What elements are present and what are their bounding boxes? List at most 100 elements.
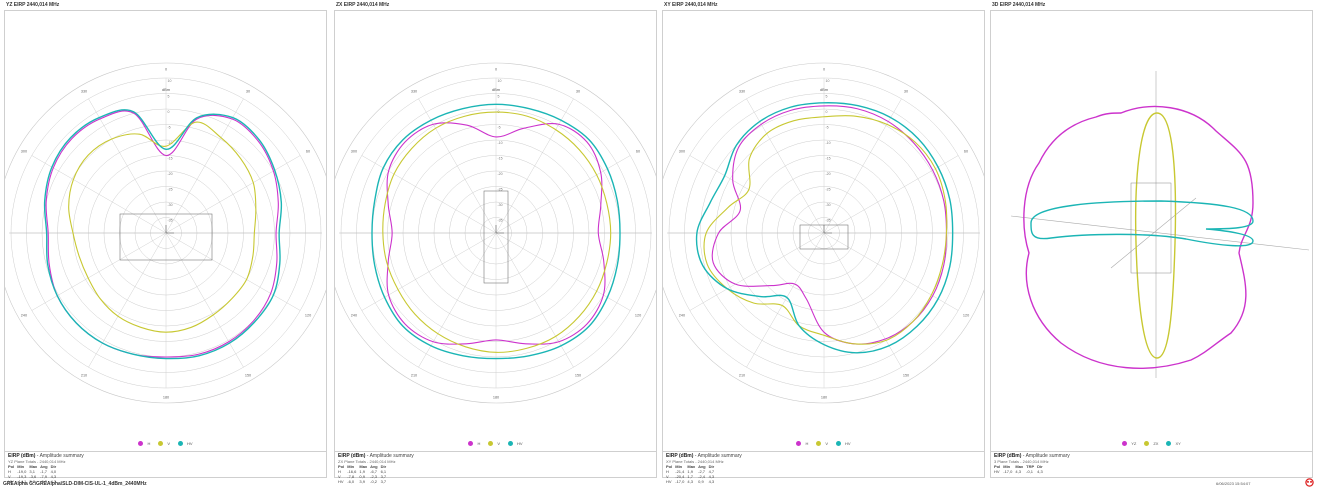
angular-spoke bbox=[823, 232, 902, 368]
radial-tick-label: -10 bbox=[168, 141, 173, 145]
angular-spoke bbox=[165, 232, 301, 311]
summary-row: H -19,0 3,1 -1,7 4,0 bbox=[8, 469, 59, 474]
legend-item: HV bbox=[834, 441, 853, 447]
summary-header-cell: Avg bbox=[40, 464, 48, 469]
radial-tick-label: -15 bbox=[498, 157, 503, 161]
legend-item: H bbox=[794, 441, 810, 447]
series-line-hv bbox=[43, 109, 283, 360]
summary-header-cell: Min bbox=[347, 464, 355, 469]
radial-tick-label: 5 bbox=[168, 95, 170, 99]
unit-label: dBm bbox=[820, 87, 829, 92]
legend-swatch bbox=[1144, 441, 1150, 447]
legend-label: HV bbox=[187, 441, 193, 446]
radial-tick-label: -20 bbox=[168, 172, 173, 176]
angle-tick-label: 0 bbox=[495, 68, 497, 72]
x-axis bbox=[1010, 215, 1310, 251]
plot-area: 1050-5-10-15-20-25-30-350306090120150180… bbox=[663, 62, 984, 404]
summary-cell: HV bbox=[8, 479, 14, 484]
summary-header-cell: Max bbox=[687, 464, 696, 469]
summary-cell: -17,0 bbox=[1003, 469, 1013, 474]
summary-row: HV -6,0 3,9 -0,2 3,7 bbox=[338, 479, 389, 484]
summary-cell: -1,7 bbox=[40, 469, 48, 474]
polar-grid: 1050-5-10-15-20-25-30-350306090120150180… bbox=[335, 62, 656, 404]
amplitude-summary: EIRP (dBm) - Amplitude summary 3 Plane To… bbox=[991, 451, 1312, 477]
summary-plane-line: 3 Plane Totals - 2440,014 MHz bbox=[994, 459, 1049, 464]
angle-tick-label: 120 bbox=[963, 314, 969, 318]
angle-tick-label: 30 bbox=[576, 89, 580, 93]
app-logo-icon bbox=[1305, 478, 1314, 487]
angle-tick-label: 240 bbox=[351, 314, 357, 318]
summary-cell: -16,6 bbox=[347, 469, 357, 474]
angle-tick-label: 180 bbox=[493, 396, 499, 400]
radial-tick-label: 10 bbox=[826, 79, 830, 83]
angle-tick-label: 60 bbox=[306, 150, 310, 154]
angle-tick-label: 0 bbox=[165, 68, 167, 72]
legend-swatch bbox=[178, 441, 183, 447]
angle-tick-label: 330 bbox=[739, 89, 745, 93]
summary-header-cell: Min bbox=[17, 464, 25, 469]
angle-tick-label: 0 bbox=[823, 68, 825, 72]
radial-tick-label: -25 bbox=[826, 188, 831, 192]
series-line-v bbox=[382, 111, 612, 353]
summary-row: HV -17,0 4,3 -0,1 4,3 bbox=[994, 469, 1046, 474]
radial-tick-label: -10 bbox=[498, 141, 503, 145]
summary-cell: 3,8 bbox=[29, 479, 35, 484]
legend-item: V bbox=[156, 441, 172, 447]
summary-header-cell: Dir bbox=[380, 464, 387, 469]
summary-cell: V bbox=[338, 474, 341, 479]
legend-item: YZ bbox=[1120, 441, 1138, 447]
summary-header-cell: Dir bbox=[50, 464, 57, 469]
legend-swatch bbox=[816, 441, 822, 447]
angular-spoke bbox=[689, 155, 825, 234]
legend-label: V bbox=[497, 441, 500, 446]
summary-cell: -21,4 bbox=[675, 469, 685, 474]
summary-row: V -19,3 -3,6 -7,9 4,3 bbox=[8, 474, 59, 479]
summary-cell: -0,1 bbox=[1026, 469, 1034, 474]
angle-tick-label: 150 bbox=[245, 374, 251, 378]
legend-label: H bbox=[477, 441, 481, 446]
angle-tick-label: 240 bbox=[679, 314, 685, 318]
summary-cell: -20,4 bbox=[675, 474, 685, 479]
radial-tick-label: -30 bbox=[826, 203, 831, 207]
summary-cell: HV bbox=[338, 479, 344, 484]
summary-cell: 4,7 bbox=[708, 469, 715, 474]
angle-tick-label: 60 bbox=[636, 150, 640, 154]
radial-tick-label: -20 bbox=[498, 172, 503, 176]
angle-tick-label: 180 bbox=[163, 396, 169, 400]
legend-label: ZX bbox=[1153, 441, 1159, 446]
footer-file-path: GREAlpha G:\GREAlpha\SLD-DIM-CIS-UL-1_4d… bbox=[3, 481, 147, 487]
legend-item: V bbox=[814, 441, 830, 447]
summary-plane-line: ZX Plane Totals - 2440,014 MHz bbox=[338, 459, 396, 464]
summary-cell: V bbox=[666, 474, 669, 479]
summary-cell: 1,7 bbox=[687, 474, 693, 479]
summary-cell: HV bbox=[994, 469, 1000, 474]
summary-header-cell: Dir bbox=[708, 464, 715, 469]
summary-header-cell: Min bbox=[1003, 464, 1011, 469]
angle-tick-label: 300 bbox=[351, 150, 357, 154]
summary-header-cell: Avg bbox=[698, 464, 706, 469]
angle-tick-label: 210 bbox=[739, 374, 745, 378]
summary-cell: -0,3 bbox=[40, 479, 48, 484]
radial-tick-label: -5 bbox=[498, 126, 501, 130]
radial-tick-label: 10 bbox=[498, 79, 502, 83]
radial-tick-label: -15 bbox=[168, 157, 173, 161]
angular-spoke bbox=[361, 155, 497, 234]
angle-tick-label: 210 bbox=[81, 374, 87, 378]
legend-item: V bbox=[486, 441, 502, 447]
angular-spoke bbox=[88, 98, 167, 234]
summary-cell: -3,6 bbox=[29, 474, 37, 479]
angular-spoke bbox=[823, 98, 902, 234]
plot-area: 1050-5-10-15-20-25-30-350306090120150180… bbox=[335, 62, 656, 404]
summary-header-cell: Avg bbox=[370, 464, 378, 469]
summary-header-cell: Pol bbox=[8, 464, 15, 469]
summary-header-cell: Max bbox=[359, 464, 368, 469]
summary-cell: 0,9 bbox=[698, 479, 704, 484]
angle-tick-label: 300 bbox=[679, 150, 685, 154]
orientation-marker bbox=[823, 225, 832, 234]
angular-spoke bbox=[418, 98, 497, 234]
plot-panel-1: YZ EIRP 2440,014 MHz 10 5 0 -5 -10 -15 -20 -25 -3… bbox=[4, 2, 327, 484]
device-outline bbox=[483, 190, 509, 284]
summary-cell: -17,0 bbox=[675, 479, 685, 484]
angle-tick-label: 150 bbox=[575, 374, 581, 378]
summary-cell: -2,3 bbox=[370, 474, 378, 479]
